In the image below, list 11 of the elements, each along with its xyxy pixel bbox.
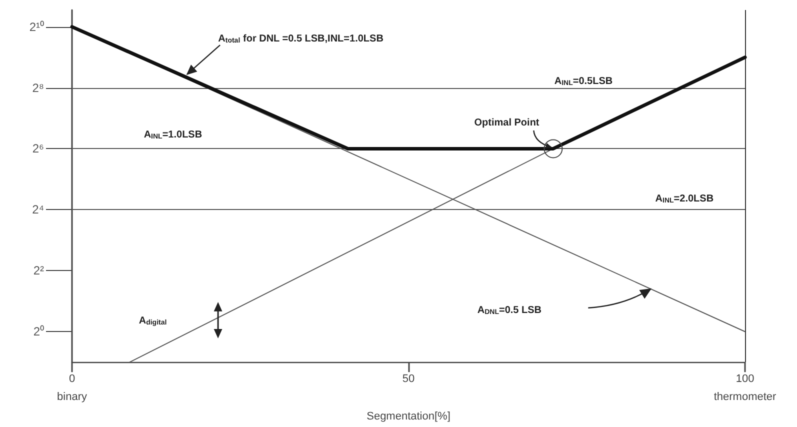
- y-tick-label: 2⁰: [33, 324, 44, 339]
- y-tick-label: 2⁴: [32, 202, 44, 217]
- x-tick-label: 50: [402, 373, 415, 386]
- x-axis-title: Segmentation[%]: [366, 410, 450, 422]
- x-tick-label: 100 thermometer: [714, 373, 777, 404]
- annotation: Optimal Point: [474, 117, 540, 128]
- x-tick-label: 0 binary: [57, 373, 88, 404]
- y-tick-label: 2¹⁰: [29, 20, 44, 34]
- y-tick-label: 2²: [33, 264, 44, 278]
- y-tick-label: 2⁸: [32, 80, 44, 95]
- y-tick-label: 2⁶: [32, 142, 44, 156]
